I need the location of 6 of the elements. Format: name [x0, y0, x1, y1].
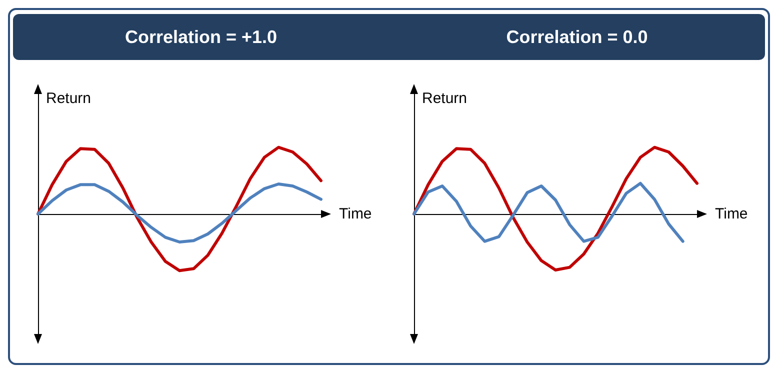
x-axis-title: Time	[715, 206, 748, 222]
y-axis-title: Return	[422, 90, 468, 107]
y-axis-title: Return	[46, 90, 92, 107]
chart-title: Correlation = +1.0	[13, 14, 389, 60]
x-axis-title: Time	[339, 206, 372, 222]
chart-title: Correlation = 0.0	[389, 14, 765, 60]
